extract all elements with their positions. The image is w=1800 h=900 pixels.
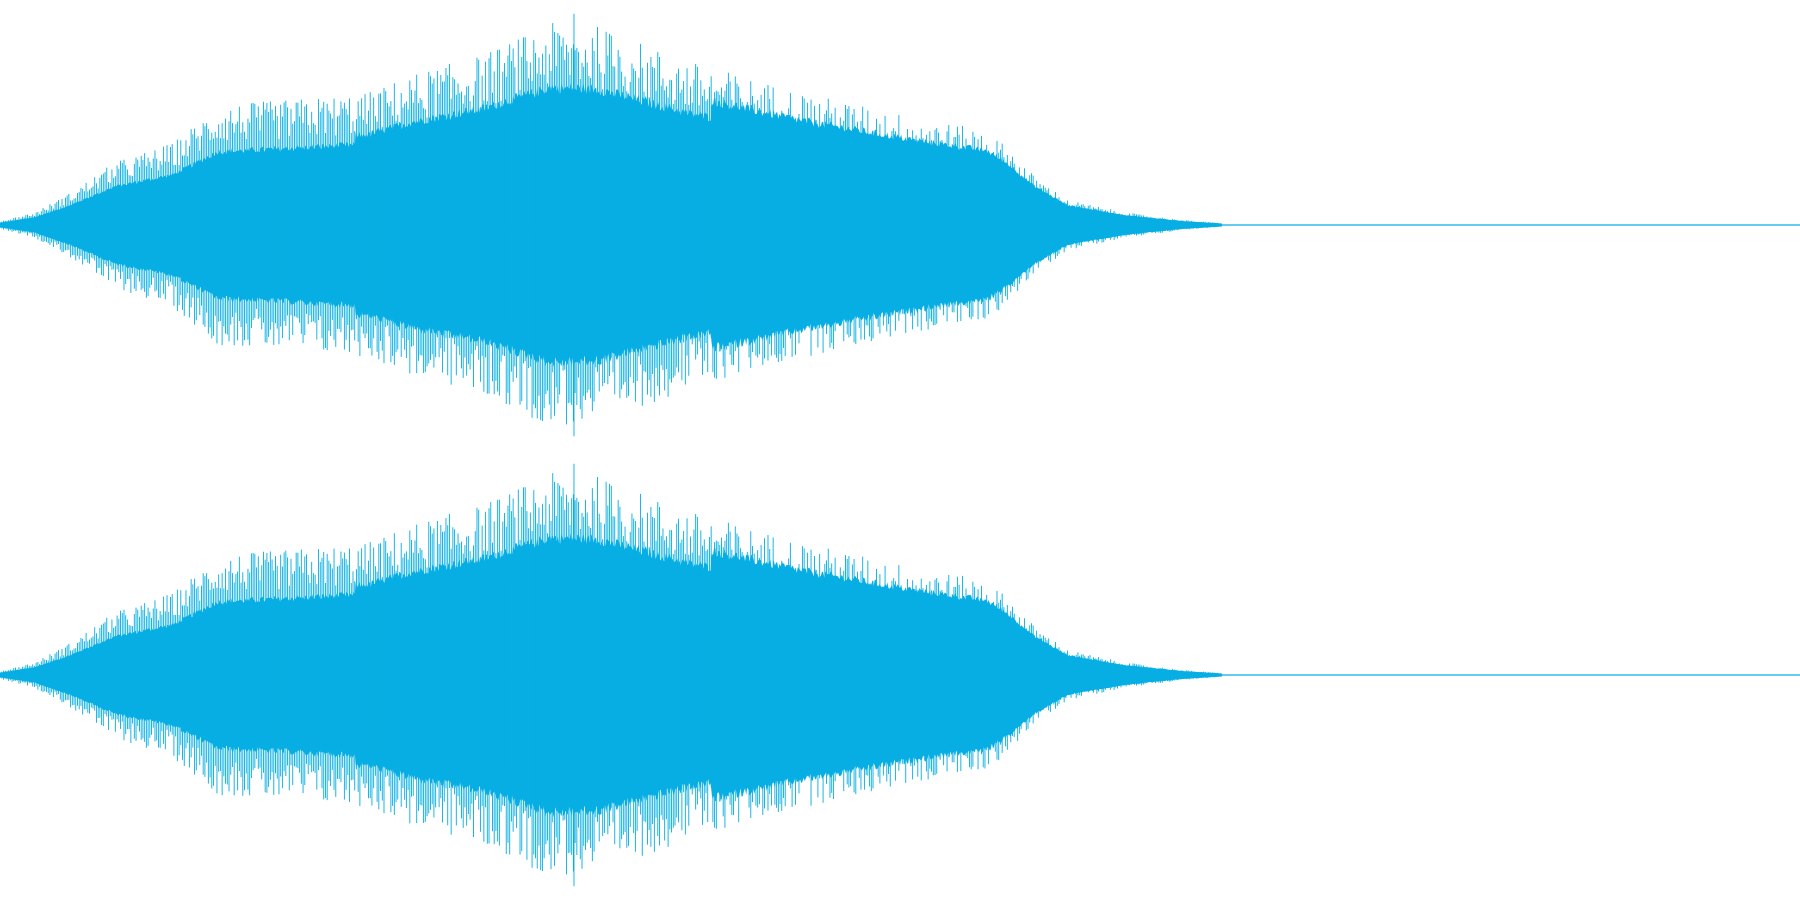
- channel-right: [0, 463, 1800, 887]
- channel-left: [0, 13, 1800, 437]
